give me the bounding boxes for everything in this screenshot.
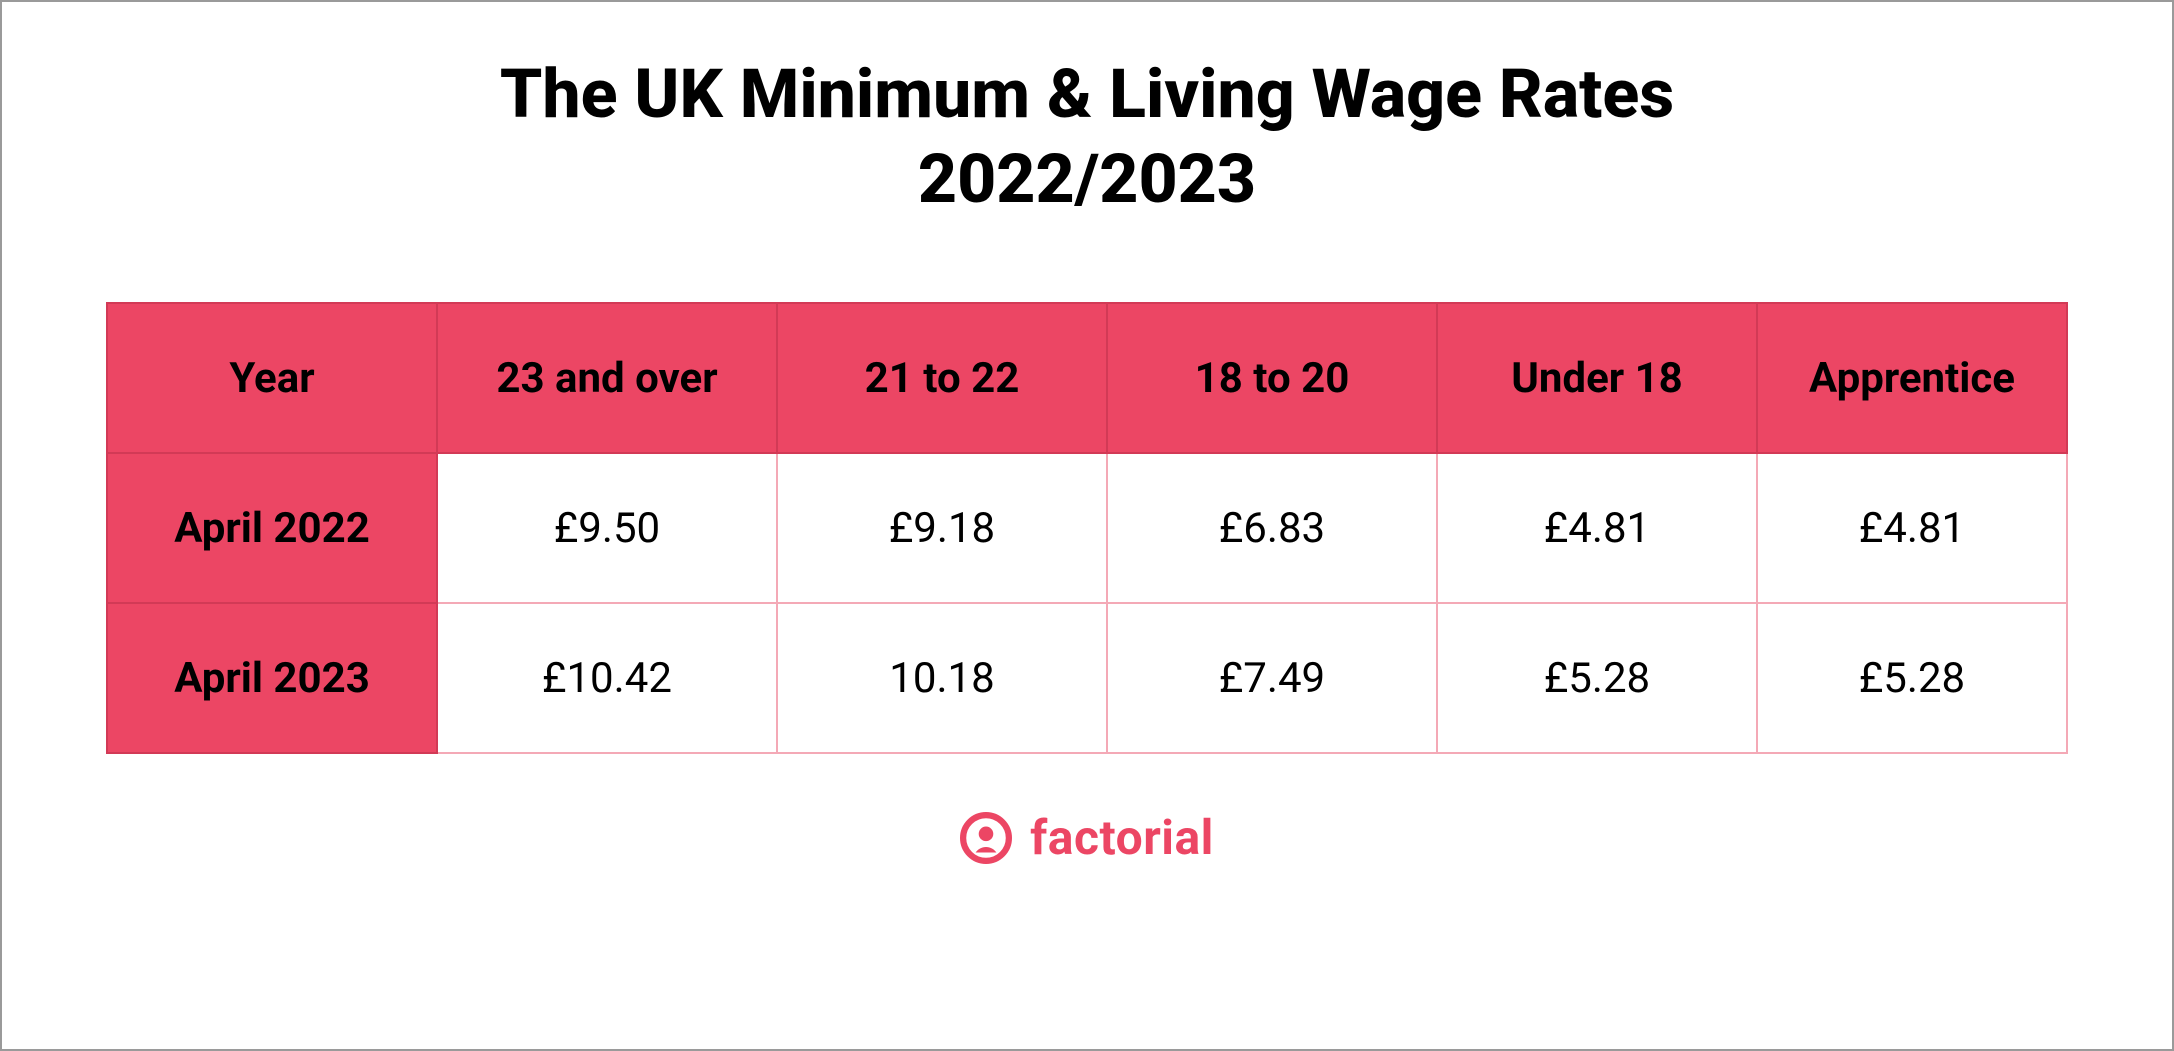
table-head: Year23 and over21 to 2218 to 20Under 18A… (107, 303, 2067, 453)
title-line-2: 2022/2023 (918, 139, 1256, 219)
brand-logo: factorial (960, 809, 1214, 866)
title-line-1: The UK Minimum & Living Wage Rates (500, 54, 1674, 134)
page-title: The UK Minimum & Living Wage Rates 2022/… (500, 52, 1674, 222)
data-cell: £5.28 (1437, 603, 1757, 753)
column-header: 21 to 22 (777, 303, 1107, 453)
row-label: April 2022 (107, 453, 437, 603)
data-cell: £4.81 (1437, 453, 1757, 603)
brand-name: factorial (1030, 809, 1214, 866)
column-header: Under 18 (1437, 303, 1757, 453)
wage-rates-table: Year23 and over21 to 2218 to 20Under 18A… (106, 302, 2068, 754)
data-cell: £7.49 (1107, 603, 1437, 753)
data-cell: 10.18 (777, 603, 1107, 753)
table-row: April 2023£10.4210.18£7.49£5.28£5.28 (107, 603, 2067, 753)
data-cell: £6.83 (1107, 453, 1437, 603)
table-header-row: Year23 and over21 to 2218 to 20Under 18A… (107, 303, 2067, 453)
column-header: Year (107, 303, 437, 453)
column-header: 18 to 20 (1107, 303, 1437, 453)
table-body: April 2022£9.50£9.18£6.83£4.81£4.81April… (107, 453, 2067, 753)
infographic-frame: The UK Minimum & Living Wage Rates 2022/… (0, 0, 2174, 1051)
data-cell: £10.42 (437, 603, 777, 753)
data-cell: £4.81 (1757, 453, 2067, 603)
factorial-icon (960, 812, 1012, 864)
row-label: April 2023 (107, 603, 437, 753)
column-header: Apprentice (1757, 303, 2067, 453)
column-header: 23 and over (437, 303, 777, 453)
data-cell: £9.50 (437, 453, 777, 603)
data-cell: £9.18 (777, 453, 1107, 603)
table-row: April 2022£9.50£9.18£6.83£4.81£4.81 (107, 453, 2067, 603)
data-cell: £5.28 (1757, 603, 2067, 753)
